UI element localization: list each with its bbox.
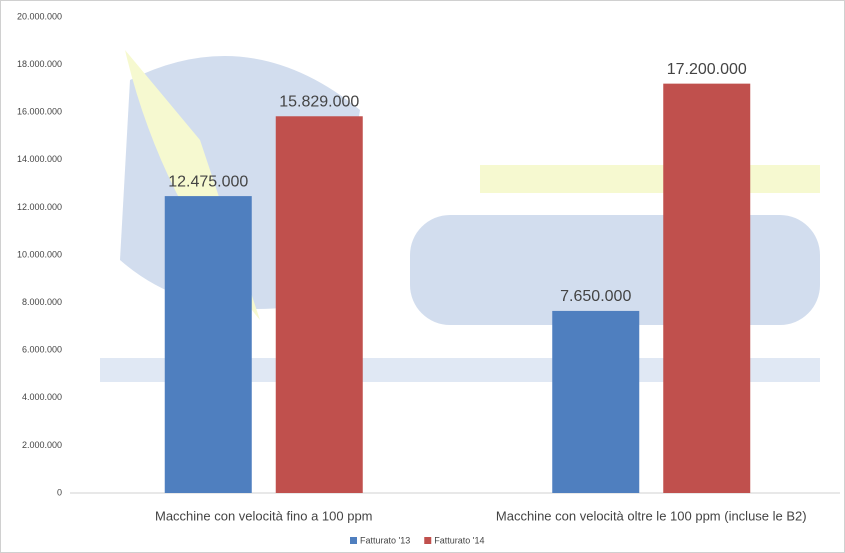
bar [663,83,751,493]
data-label: 15.829.000 [279,93,359,110]
y-tick-label: 8.000.000 [22,297,62,307]
bar [275,116,363,493]
y-tick-label: 18.000.000 [17,59,62,69]
watermark-shape [480,165,820,193]
y-tick-label: 4.000.000 [22,392,62,402]
legend-label: Fatturato '13 [360,535,410,545]
y-tick-label: 20.000.000 [17,11,62,21]
y-tick-label: 16.000.000 [17,107,62,117]
y-tick-label: 14.000.000 [17,154,62,164]
legend-label: Fatturato '14 [434,535,484,545]
x-tick-label: Macchine con velocità fino a 100 ppm [155,508,373,523]
y-tick-label: 6.000.000 [22,345,62,355]
bar [552,310,640,493]
data-label: 12.475.000 [168,173,248,190]
bar [164,196,252,493]
legend-swatch [350,537,357,544]
y-tick-label: 0 [57,487,62,497]
y-tick-label: 10.000.000 [17,249,62,259]
y-tick-label: 12.000.000 [17,202,62,212]
data-label: 17.200.000 [667,61,747,78]
x-tick-label: Macchine con velocità oltre le 100 ppm (… [496,508,807,523]
legend-swatch [424,537,432,544]
data-label: 7.650.000 [560,288,631,305]
watermark-shape [410,215,820,325]
y-tick-label: 2.000.000 [22,440,62,450]
